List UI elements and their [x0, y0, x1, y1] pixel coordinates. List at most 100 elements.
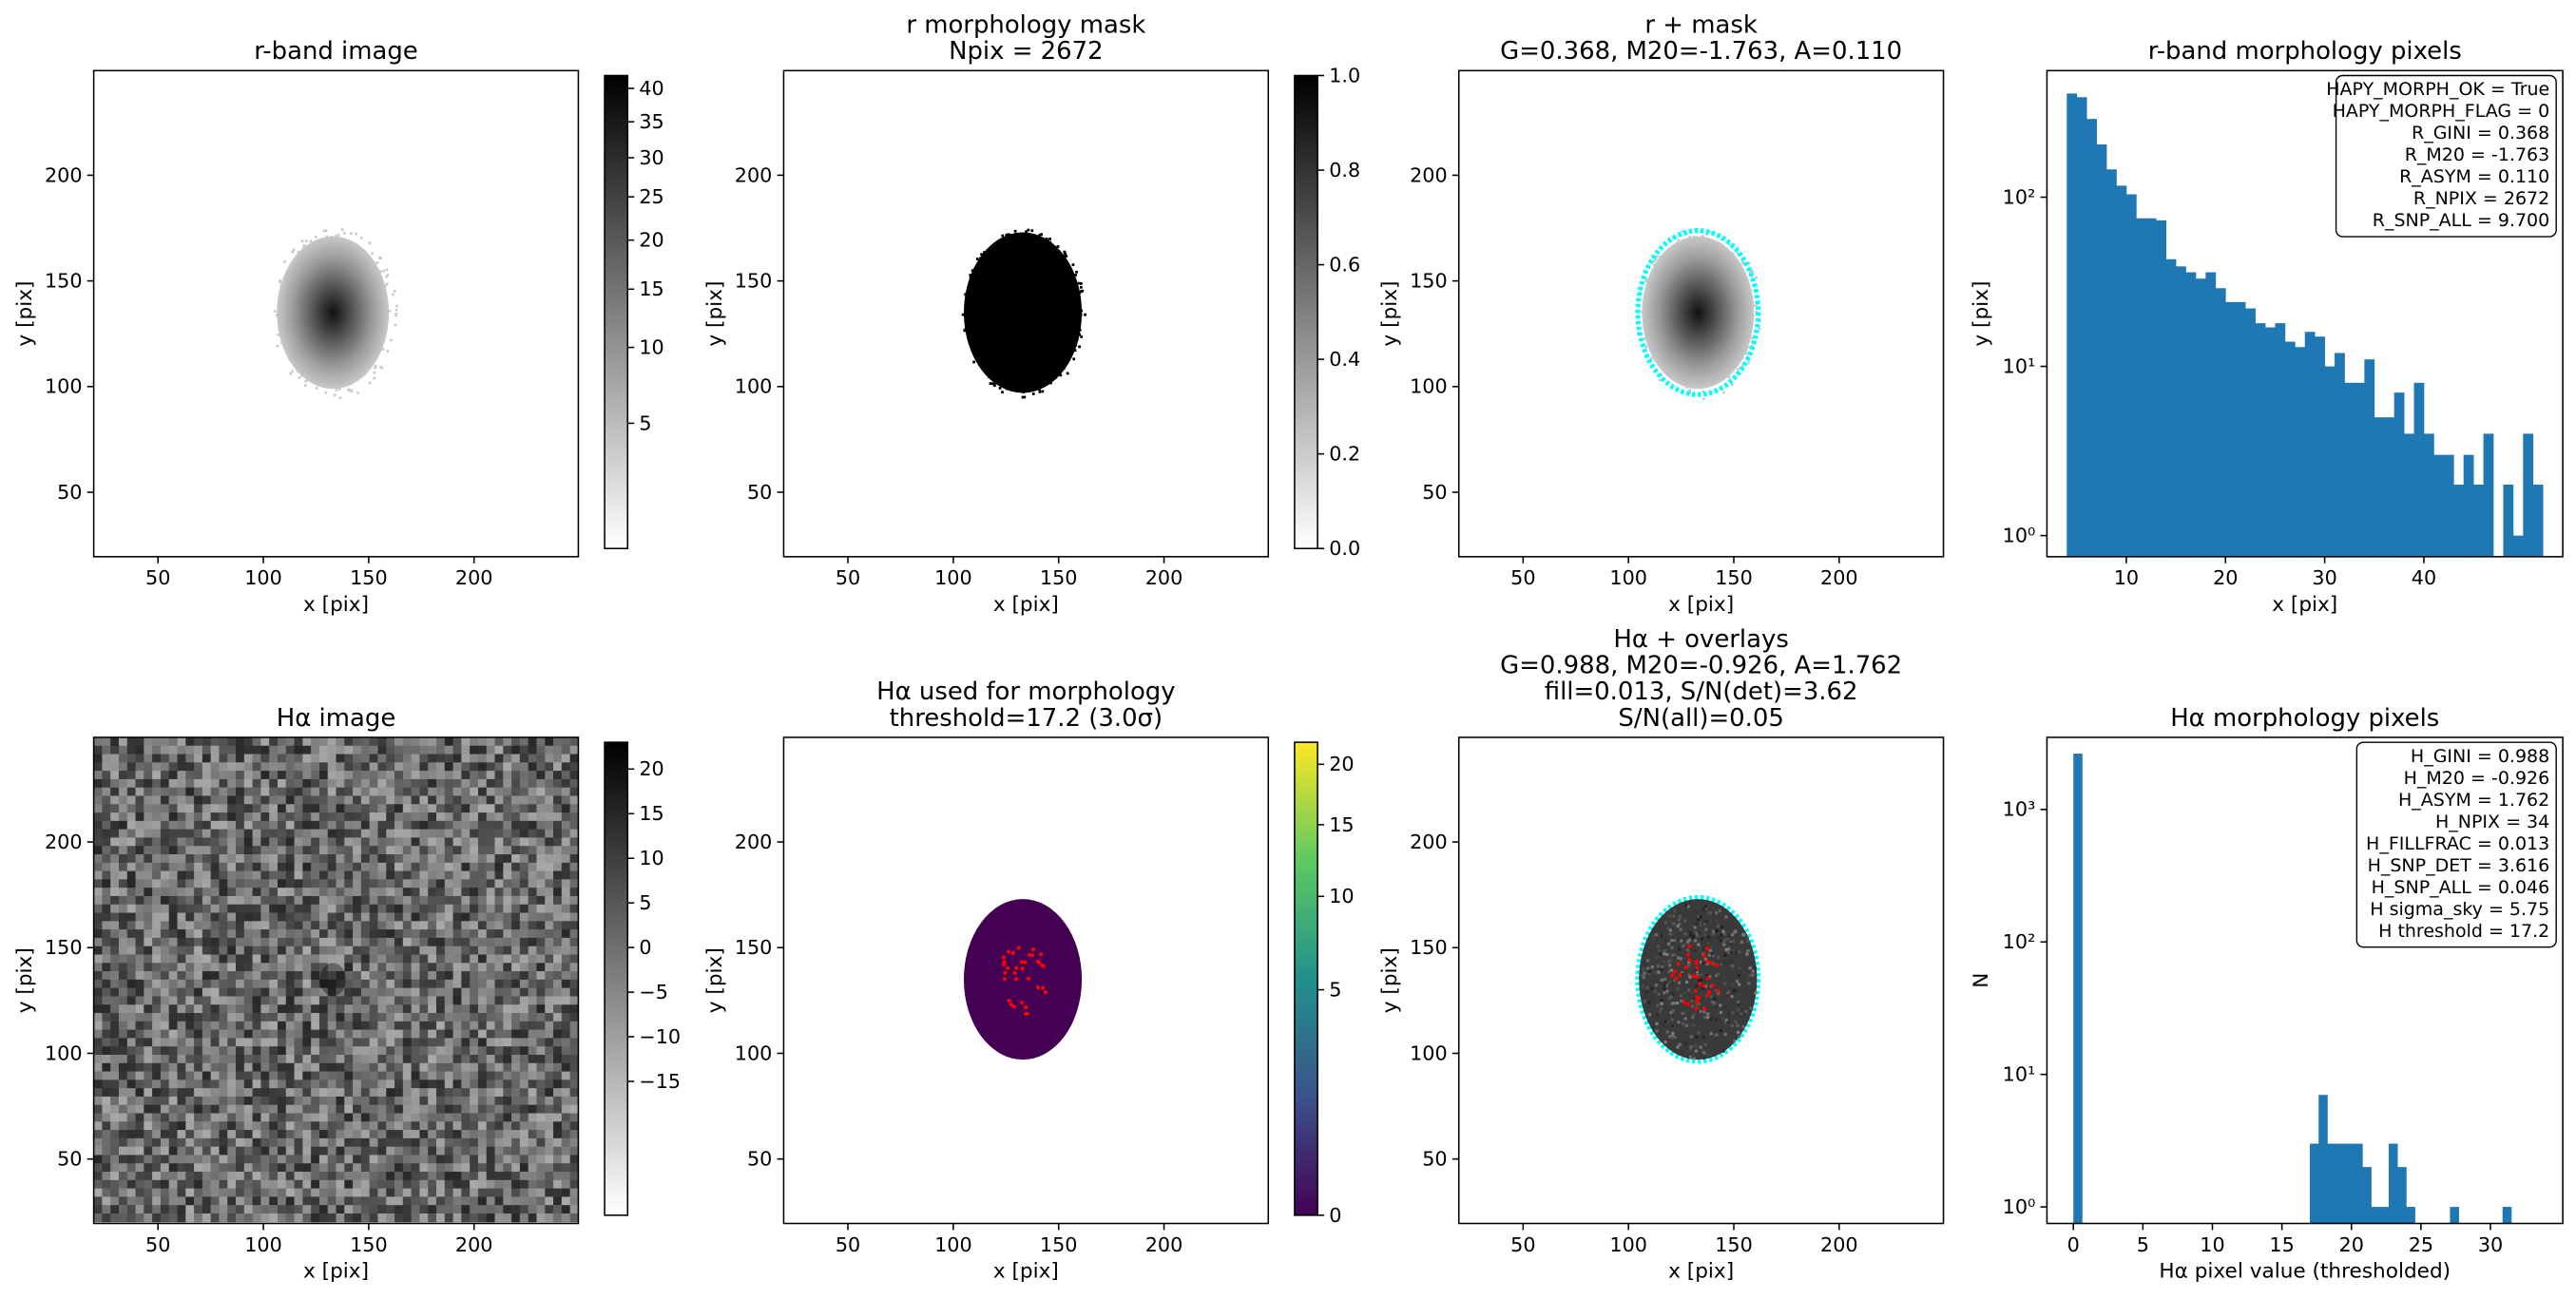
- noise-pixel: [1733, 1040, 1737, 1043]
- noise-pixel: [327, 778, 337, 789]
- noise-pixel: [277, 1004, 287, 1014]
- noise-pixel: [160, 1071, 170, 1080]
- noise-pixel: [1684, 1041, 1688, 1045]
- noise-pixel: [302, 804, 312, 813]
- image-pixel: [1747, 261, 1751, 265]
- image-pixel: [291, 370, 294, 373]
- noise-pixel: [1701, 986, 1704, 990]
- noise-pixel: [1726, 950, 1731, 954]
- noise-pixel: [126, 1054, 137, 1064]
- noise-pixel: [377, 954, 387, 964]
- noise-pixel: [194, 762, 203, 772]
- noise-pixel: [160, 946, 170, 956]
- x-tick-label: 15: [2269, 1233, 2294, 1256]
- bar: [2265, 327, 2276, 557]
- noise-pixel: [336, 787, 345, 797]
- bar: [2393, 392, 2405, 557]
- noise-pixel: [494, 1038, 504, 1047]
- noise-pixel: [494, 1155, 504, 1164]
- noise-pixel: [386, 1004, 395, 1014]
- image-pixel: [297, 251, 300, 254]
- noise-pixel: [569, 862, 579, 872]
- x-axis-label: x [pix]: [303, 593, 369, 617]
- noise-pixel: [177, 1038, 186, 1047]
- noise-pixel: [327, 996, 337, 1005]
- noise-pixel: [553, 1079, 563, 1089]
- noise-pixel: [118, 946, 128, 956]
- noise-pixel: [168, 929, 179, 939]
- bar: [2255, 323, 2266, 557]
- noise-pixel: [394, 904, 404, 914]
- noise-pixel: [411, 929, 420, 939]
- noise-pixel: [561, 1096, 571, 1106]
- noise-pixel: [1724, 947, 1728, 952]
- noise-pixel: [277, 1213, 287, 1223]
- noise-pixel: [302, 1021, 312, 1031]
- noise-pixel: [494, 1137, 504, 1148]
- noise-pixel: [252, 912, 261, 922]
- image-pixel: [1741, 364, 1744, 368]
- colorbar: [604, 741, 629, 1216]
- noise-pixel: [93, 1029, 103, 1039]
- noise-pixel: [360, 1113, 371, 1122]
- noise-pixel: [1704, 907, 1708, 910]
- noise-pixel: [1663, 949, 1667, 953]
- noise-pixel: [553, 1071, 563, 1080]
- noise-pixel: [486, 1179, 496, 1190]
- noise-pixel: [269, 846, 279, 855]
- noise-pixel: [294, 971, 303, 981]
- noise-pixel: [294, 820, 303, 831]
- noise-pixel: [569, 771, 579, 780]
- noise-pixel: [411, 804, 420, 813]
- noise-pixel: [277, 1079, 287, 1089]
- noise-pixel: [110, 771, 120, 780]
- mask-pixel: [1062, 367, 1066, 370]
- image-pixel: [1755, 310, 1759, 314]
- noise-pixel: [503, 787, 512, 797]
- noise-pixel: [444, 736, 454, 747]
- mask-pixel: [1038, 234, 1042, 237]
- noise-pixel: [1706, 1016, 1710, 1020]
- noise-pixel: [102, 795, 111, 805]
- image-pixel: [298, 375, 301, 379]
- y-tick-label: 10⁰: [2003, 1195, 2036, 1218]
- noise-pixel: [144, 754, 153, 763]
- noise-pixel: [194, 895, 203, 906]
- noise-pixel: [1673, 909, 1677, 913]
- noise-pixel: [160, 888, 170, 897]
- noise-pixel: [377, 854, 387, 864]
- noise-pixel: [144, 787, 153, 797]
- image-pixel: [1728, 375, 1731, 379]
- noise-pixel: [285, 862, 296, 872]
- noise-pixel: [1711, 1001, 1715, 1004]
- noise-pixel: [135, 1137, 144, 1148]
- noise-pixel: [277, 1205, 287, 1214]
- noise-pixel: [318, 745, 329, 755]
- noise-pixel: [461, 1196, 471, 1206]
- noise-pixel: [327, 1046, 337, 1056]
- noise-pixel: [236, 1079, 245, 1089]
- noise-pixel: [428, 1196, 437, 1206]
- noise-pixel: [152, 1004, 162, 1014]
- noise-pixel: [260, 1146, 270, 1156]
- bar: [2324, 366, 2336, 557]
- noise-pixel: [386, 1104, 395, 1115]
- noise-pixel: [318, 904, 329, 914]
- noise-pixel: [160, 937, 170, 947]
- noise-pixel: [511, 1205, 521, 1214]
- noise-pixel: [452, 971, 462, 981]
- noise-pixel: [553, 937, 563, 947]
- noise-pixel: [428, 946, 437, 956]
- noise-pixel: [160, 754, 170, 763]
- noise-pixel: [394, 745, 404, 755]
- noise-pixel: [561, 745, 571, 755]
- noise-pixel: [285, 1029, 296, 1039]
- noise-pixel: [561, 921, 571, 930]
- noise-pixel: [386, 904, 395, 914]
- noise-pixel: [553, 854, 563, 864]
- noise-pixel: [227, 804, 237, 813]
- image-pixel: [1750, 336, 1754, 340]
- noise-pixel: [486, 1004, 496, 1014]
- noise-pixel: [519, 1088, 529, 1098]
- noise-pixel: [452, 929, 462, 939]
